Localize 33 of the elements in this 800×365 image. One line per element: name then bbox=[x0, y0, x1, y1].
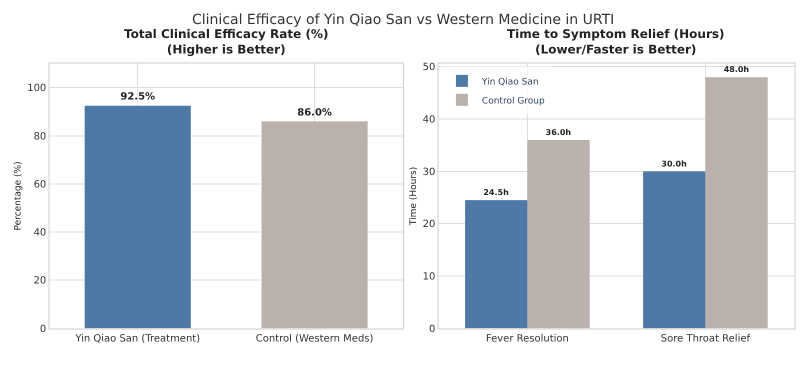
data-label: 48.0h bbox=[724, 65, 750, 74]
y-tick-label: 100 bbox=[27, 83, 46, 94]
y-axis-title: Time (Hours) bbox=[408, 166, 419, 226]
bar bbox=[527, 140, 590, 328]
data-label: 92.5% bbox=[120, 92, 156, 103]
data-label: 24.5h bbox=[483, 188, 510, 198]
text: Clinical Efficacy of Yin Qiao San vs Western Medicine in URTI bbox=[192, 12, 614, 28]
y-tick-label: 20 bbox=[34, 276, 46, 287]
x-tick-label: Control (Western Meds) bbox=[256, 333, 374, 344]
y-tick-label: 0 bbox=[40, 324, 46, 335]
y-tick-label: 30 bbox=[422, 166, 436, 178]
x-tick-label: Sore Throat Relief bbox=[660, 333, 751, 344]
y-tick-label: 0 bbox=[428, 324, 436, 335]
legend-label: Control Group bbox=[482, 96, 546, 106]
data-label: 36.0h bbox=[546, 128, 572, 137]
bar bbox=[465, 200, 528, 328]
data-label: 86.0% bbox=[297, 107, 332, 118]
y-tick-label: 10 bbox=[422, 271, 436, 282]
y-tick-label: 40 bbox=[422, 114, 436, 126]
bar bbox=[643, 171, 706, 328]
y-tick-label: 50 bbox=[422, 62, 436, 74]
legend-label: Yin Qiao San bbox=[480, 77, 539, 88]
y-tick-label: 80 bbox=[34, 131, 46, 142]
x-tick-label: Fever Resolution bbox=[486, 333, 569, 344]
y-axis-title: Percentage (%) bbox=[14, 161, 24, 230]
y-tick-label: 20 bbox=[422, 219, 436, 230]
chart-title: Total Clinical Efficacy Rate (%) (Higher is Better) bbox=[124, 27, 328, 57]
data-label: 30.0h bbox=[661, 159, 688, 168]
x-tick-label: Yin Qiao San (Treatment) bbox=[74, 333, 200, 344]
y-tick-label: 40 bbox=[34, 228, 46, 239]
bar bbox=[705, 77, 768, 328]
y-tick-label: 60 bbox=[34, 179, 46, 190]
chart-title: Time to Symptom Relief (Hours) (Lower/Faster is Better) bbox=[507, 27, 724, 57]
